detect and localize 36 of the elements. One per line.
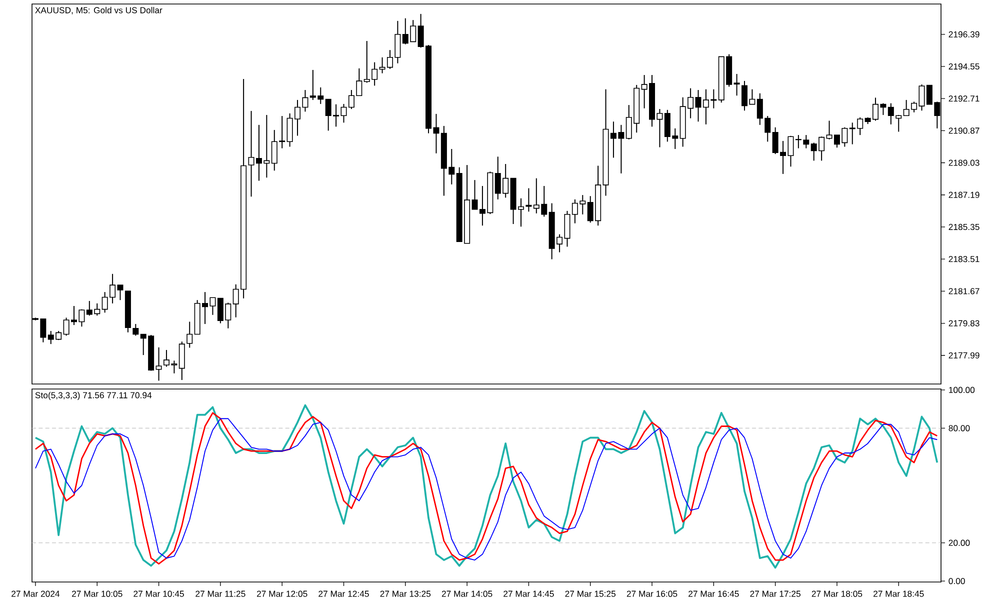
x-tick-label: 27 Mar 18:05 <box>812 590 862 597</box>
y-tick-label: 2192.71 <box>948 96 980 102</box>
x-tick-label: 27 Mar 12:05 <box>256 590 308 597</box>
y-tick-label: 2185.35 <box>948 224 980 230</box>
chart-title: Sto(5,3,3,3) 71.56 77.11 70.94 <box>35 392 152 400</box>
candlestick <box>132 323 139 336</box>
y-tick-label: 20.00 <box>948 540 970 546</box>
x-tick-label: 27 Mar 15:25 <box>565 590 616 597</box>
y-tick-label: 2189.03 <box>948 160 980 166</box>
y-tick-label: 2183.51 <box>948 256 980 262</box>
x-tick-label: 27 Mar 10:05 <box>72 590 122 597</box>
candlestick <box>734 73 740 96</box>
y-tick-label: 0.00 <box>948 578 965 584</box>
candlestick <box>186 321 193 348</box>
y-tick-label: 2196.39 <box>948 31 980 38</box>
x-tick-label: 27 Mar 14:05 <box>442 590 492 597</box>
x-tick-label: 27 Mar 16:05 <box>626 590 678 597</box>
y-tick-label: 2177.99 <box>948 352 980 358</box>
x-tick-label: 27 Mar 18:45 <box>874 590 924 597</box>
x-tick-label: 27 Mar 12:45 <box>318 590 369 597</box>
y-tick-label: 80.00 <box>948 425 970 432</box>
x-tick-label: 27 Mar 13:25 <box>380 590 431 597</box>
chart-title: XAUUSD, M5: Gold vs US Dollar <box>35 6 162 14</box>
x-tick-label: 27 Mar 2024 <box>12 590 60 597</box>
y-tick-label: 100.00 <box>949 386 975 394</box>
x-tick-label: 27 Mar 16:45 <box>688 590 739 597</box>
y-tick-label: 2187.19 <box>948 192 980 198</box>
x-tick-label: 27 Mar 10:45 <box>134 590 184 597</box>
y-tick-label: 2190.87 <box>948 128 980 134</box>
y-tick-label: 2194.55 <box>948 63 980 70</box>
x-tick-label: 27 Mar 17:25 <box>750 590 800 597</box>
x-tick-label: 27 Mar 11:25 <box>196 590 246 597</box>
x-tick-label: 27 Mar 14:45 <box>504 590 554 597</box>
y-tick-label: 2181.67 <box>948 288 980 294</box>
y-tick-label: 2179.83 <box>948 320 980 326</box>
candlestick <box>156 346 162 382</box>
